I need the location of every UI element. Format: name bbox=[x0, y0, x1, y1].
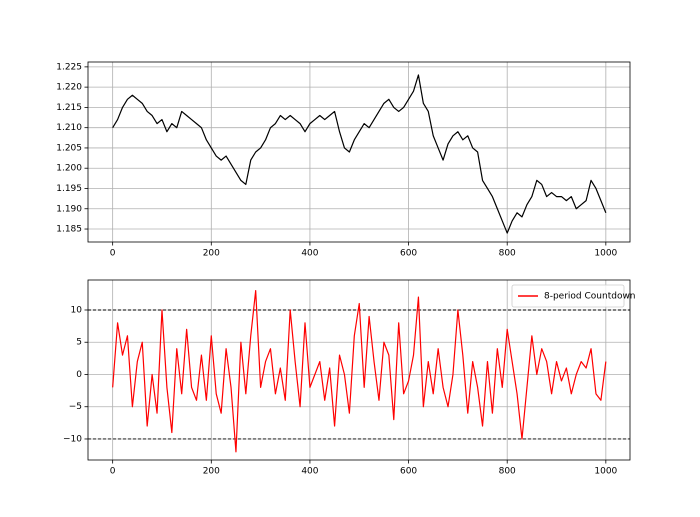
x-tick-label: 600 bbox=[400, 467, 417, 477]
y-tick-label: 1.200 bbox=[56, 164, 82, 174]
y-tick-label: 1.185 bbox=[56, 225, 82, 235]
y-tick-label: 1.225 bbox=[56, 62, 82, 72]
x-tick-label: 0 bbox=[110, 249, 116, 259]
x-tick-label: 400 bbox=[301, 467, 318, 477]
x-tick-label: 200 bbox=[203, 249, 220, 259]
axes-frame bbox=[87, 61, 631, 243]
x-tick-label: 1000 bbox=[594, 467, 617, 477]
data-line bbox=[112, 74, 607, 234]
y-tick-label: 1.220 bbox=[56, 83, 82, 93]
x-tick-label: 600 bbox=[400, 249, 417, 259]
data-line bbox=[112, 290, 607, 453]
x-tick-label: 400 bbox=[301, 249, 318, 259]
y-tick-label: 1.195 bbox=[56, 184, 82, 194]
y-tick-label: 5 bbox=[76, 338, 82, 348]
x-tick-label: 0 bbox=[110, 467, 116, 477]
legend-label: 8-period Countdown bbox=[544, 292, 636, 302]
y-tick-label: −10 bbox=[63, 434, 82, 444]
axes-frame bbox=[87, 279, 631, 461]
x-tick-label: 1000 bbox=[594, 249, 617, 259]
x-tick-label: 800 bbox=[499, 467, 516, 477]
y-tick-label: 10 bbox=[71, 305, 83, 315]
x-tick-label: 200 bbox=[203, 467, 220, 477]
legend-box bbox=[511, 284, 625, 308]
y-tick-label: 1.205 bbox=[56, 143, 82, 153]
y-tick-label: −5 bbox=[69, 402, 82, 412]
x-tick-label: 800 bbox=[499, 249, 516, 259]
y-tick-label: 1.210 bbox=[56, 123, 82, 133]
y-tick-label: 1.190 bbox=[56, 204, 82, 214]
y-tick-label: 1.215 bbox=[56, 103, 82, 113]
y-tick-label: 0 bbox=[76, 370, 82, 380]
